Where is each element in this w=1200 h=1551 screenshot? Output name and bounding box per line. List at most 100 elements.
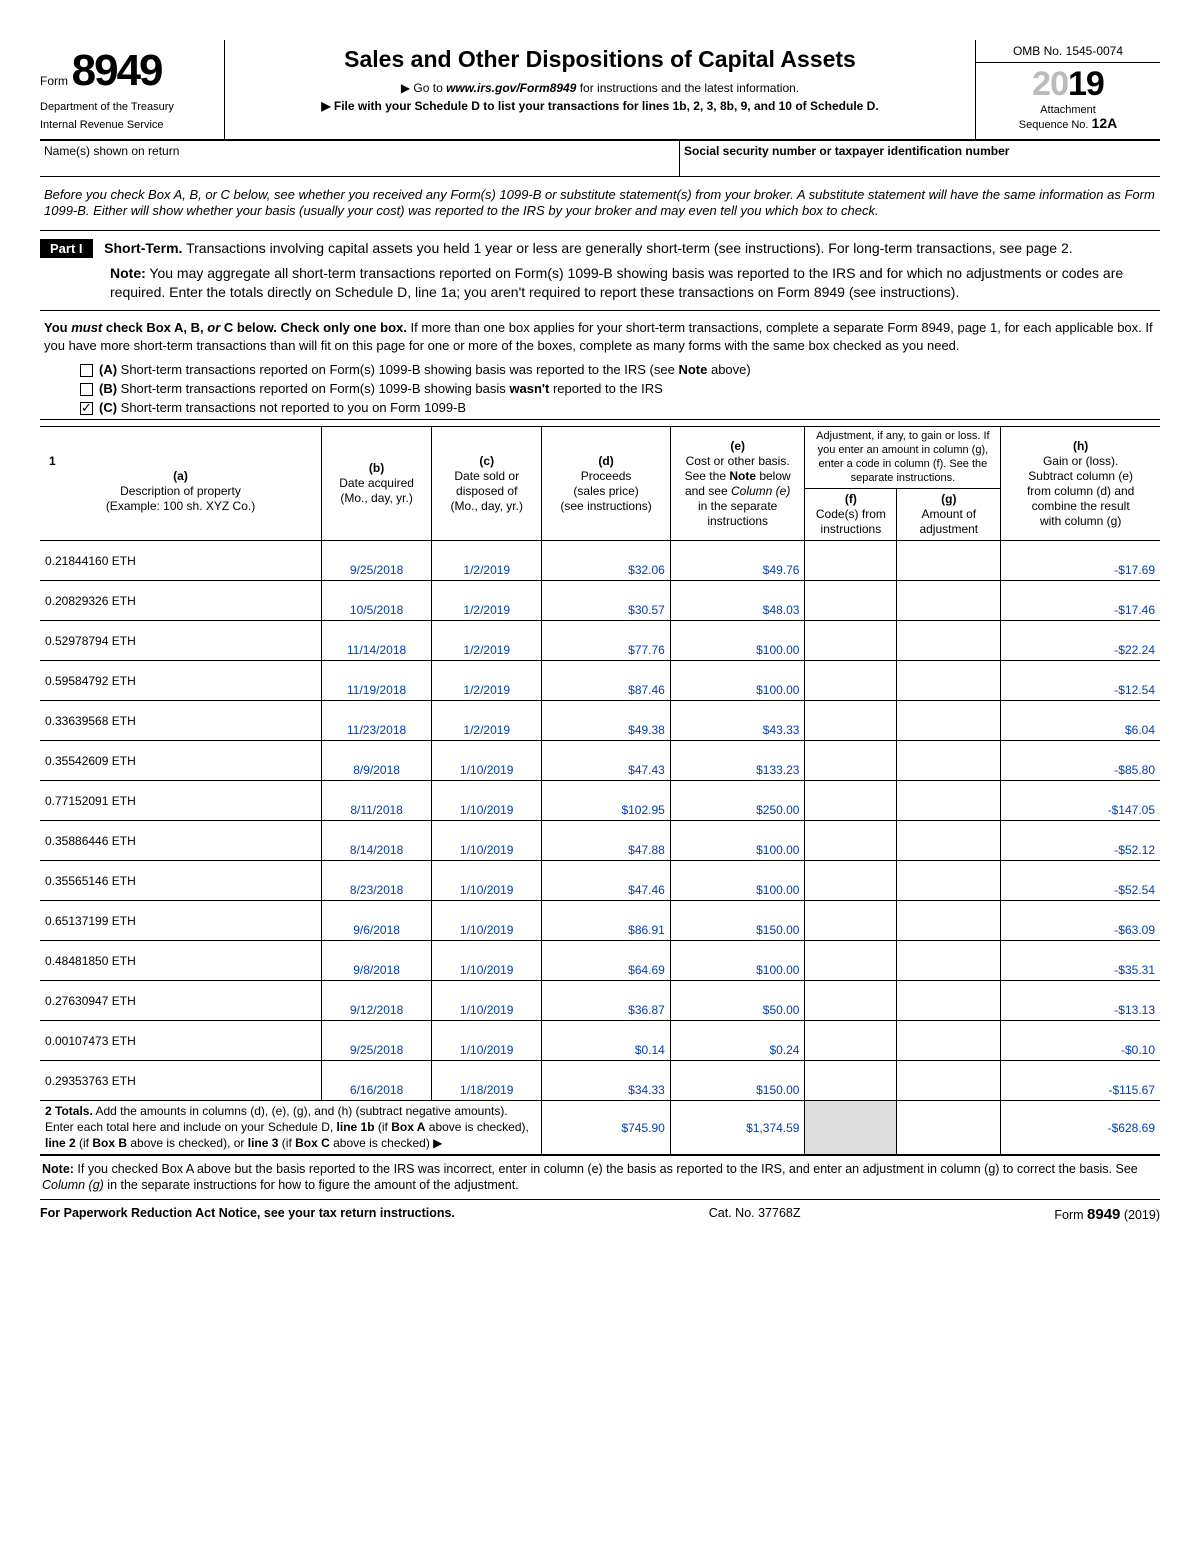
cell-gain: -$22.24	[1001, 621, 1160, 661]
cell-gain: -$63.09	[1001, 901, 1160, 941]
form-number: 8949	[72, 46, 162, 95]
form-header: Form 8949 Department of the Treasury Int…	[40, 40, 1160, 141]
table-row: 0.21844160 ETH9/25/20181/2/2019$32.06$49…	[40, 541, 1160, 581]
cell-proceeds: $49.38	[542, 701, 671, 741]
cell-proceeds: $102.95	[542, 781, 671, 821]
table-row: 0.77152091 ETH8/11/20181/10/2019$102.95$…	[40, 781, 1160, 821]
cell-acquired: 9/12/2018	[322, 981, 432, 1021]
cell-sold: 1/10/2019	[432, 941, 542, 981]
checkbox-a[interactable]	[80, 364, 93, 377]
cell-acquired: 8/14/2018	[322, 821, 432, 861]
cell-gain: -$52.54	[1001, 861, 1160, 901]
total-f	[805, 1101, 897, 1155]
form-number-cell: Form 8949 Department of the Treasury Int…	[40, 40, 225, 139]
cell-adjustment	[897, 781, 1001, 821]
cell-desc: 0.52978794 ETH	[40, 621, 322, 661]
cell-sold: 1/2/2019	[432, 621, 542, 661]
total-basis: $1,374.59	[670, 1101, 805, 1155]
cell-code	[805, 941, 897, 981]
cell-gain: -$13.13	[1001, 981, 1160, 1021]
cell-sold: 1/10/2019	[432, 1021, 542, 1061]
cell-proceeds: $47.88	[542, 821, 671, 861]
cell-acquired: 6/16/2018	[322, 1061, 432, 1101]
cell-proceeds: $36.87	[542, 981, 671, 1021]
omb-number: OMB No. 1545-0074	[976, 40, 1160, 63]
cell-adjustment	[897, 1021, 1001, 1061]
instr-line-2: ▶ File with your Schedule D to list your…	[235, 99, 965, 113]
col-e-header: (e)Cost or other basis. See the Note bel…	[670, 427, 805, 541]
col-c-header: (c)Date sold or disposed of (Mo., day, y…	[432, 427, 542, 541]
cell-proceeds: $32.06	[542, 541, 671, 581]
part-1-label: Part I	[40, 239, 93, 258]
table-row: 0.59584792 ETH11/19/20181/2/2019$87.46$1…	[40, 661, 1160, 701]
cell-gain: -$17.69	[1001, 541, 1160, 581]
cell-gain: -$147.05	[1001, 781, 1160, 821]
cell-gain: -$12.54	[1001, 661, 1160, 701]
instr-line-1: ▶ Go to www.irs.gov/Form8949 for instruc…	[235, 81, 965, 95]
form-label: Form	[40, 74, 68, 88]
cell-sold: 1/10/2019	[432, 741, 542, 781]
ssn-field-label[interactable]: Social security number or taxpayer ident…	[680, 141, 1160, 176]
cell-gain: -$0.10	[1001, 1021, 1160, 1061]
cell-proceeds: $64.69	[542, 941, 671, 981]
cell-code	[805, 701, 897, 741]
col-h-header: (h)Gain or (loss). Subtract column (e) f…	[1001, 427, 1160, 541]
cell-adjustment	[897, 981, 1001, 1021]
cell-code	[805, 621, 897, 661]
cell-basis: $100.00	[670, 661, 805, 701]
cell-gain: -$52.12	[1001, 821, 1160, 861]
cell-sold: 1/2/2019	[432, 701, 542, 741]
cell-proceeds: $47.43	[542, 741, 671, 781]
table-row: 0.29353763 ETH6/16/20181/18/2019$34.33$1…	[40, 1061, 1160, 1101]
totals-label: 2 Totals. Add the amounts in columns (d)…	[40, 1101, 542, 1155]
cell-desc: 0.21844160 ETH	[40, 541, 322, 581]
cell-gain: -$85.80	[1001, 741, 1160, 781]
cell-basis: $133.23	[670, 741, 805, 781]
table-row: 0.35565146 ETH8/23/20181/10/2019$47.46$1…	[40, 861, 1160, 901]
cell-acquired: 9/25/2018	[322, 1021, 432, 1061]
col-a-header: 1 (a)Description of property (Example: 1…	[40, 427, 322, 541]
cell-basis: $250.00	[670, 781, 805, 821]
omb-cell: OMB No. 1545-0074 2019 AttachmentSequenc…	[975, 40, 1160, 139]
cell-sold: 1/18/2019	[432, 1061, 542, 1101]
cell-acquired: 9/6/2018	[322, 901, 432, 941]
cell-basis: $150.00	[670, 1061, 805, 1101]
checkbox-c[interactable]	[80, 402, 93, 415]
cell-sold: 1/10/2019	[432, 981, 542, 1021]
table-row: 0.52978794 ETH11/14/20181/2/2019$77.76$1…	[40, 621, 1160, 661]
cell-gain: -$35.31	[1001, 941, 1160, 981]
table-row: 0.48481850 ETH9/8/20181/10/2019$64.69$10…	[40, 941, 1160, 981]
table-row: 0.65137199 ETH9/6/20181/10/2019$86.91$15…	[40, 901, 1160, 941]
cell-code	[805, 661, 897, 701]
cell-acquired: 11/23/2018	[322, 701, 432, 741]
cell-code	[805, 821, 897, 861]
checkbox-b[interactable]	[80, 383, 93, 396]
cell-adjustment	[897, 901, 1001, 941]
form-ref: Form 8949 (2019)	[1054, 1206, 1160, 1223]
cell-acquired: 10/5/2018	[322, 581, 432, 621]
cell-acquired: 11/14/2018	[322, 621, 432, 661]
col-d-header: (d)Proceeds (sales price) (see instructi…	[542, 427, 671, 541]
checkbox-instructions: You must check Box A, B, or C below. Che…	[40, 311, 1160, 360]
cell-desc: 0.65137199 ETH	[40, 901, 322, 941]
name-ssn-row: Name(s) shown on return Social security …	[40, 141, 1160, 177]
col-g-header: (g)Amount of adjustment	[897, 489, 1001, 541]
part-1-note: Note: You may aggregate all short-term t…	[110, 264, 1160, 302]
catalog-number: Cat. No. 37768Z	[709, 1206, 801, 1223]
cell-gain: -$115.67	[1001, 1061, 1160, 1101]
name-field-label[interactable]: Name(s) shown on return	[40, 141, 680, 176]
cell-desc: 0.77152091 ETH	[40, 781, 322, 821]
table-row: 0.00107473 ETH9/25/20181/10/2019$0.14$0.…	[40, 1021, 1160, 1061]
cell-desc: 0.35565146 ETH	[40, 861, 322, 901]
cell-proceeds: $77.76	[542, 621, 671, 661]
cell-proceeds: $0.14	[542, 1021, 671, 1061]
cell-desc: 0.48481850 ETH	[40, 941, 322, 981]
cell-basis: $100.00	[670, 941, 805, 981]
cell-acquired: 11/19/2018	[322, 661, 432, 701]
col-b-header: (b)Date acquired (Mo., day, yr.)	[322, 427, 432, 541]
table-row: 0.35886446 ETH8/14/20181/10/2019$47.88$1…	[40, 821, 1160, 861]
page-footer: For Paperwork Reduction Act Notice, see …	[40, 1200, 1160, 1223]
cell-adjustment	[897, 581, 1001, 621]
cell-desc: 0.29353763 ETH	[40, 1061, 322, 1101]
dept-line2: Internal Revenue Service	[40, 118, 210, 132]
